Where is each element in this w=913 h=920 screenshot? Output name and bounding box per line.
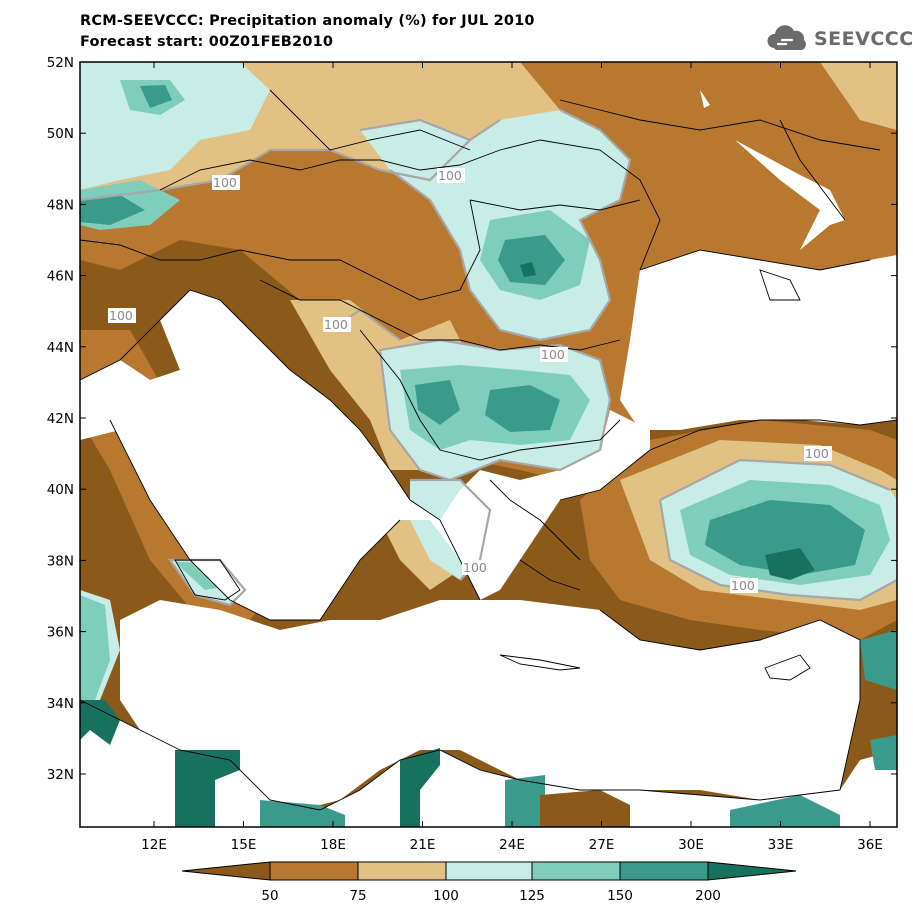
longitude-axis: 12E 15E 18E 21E 24E 27E 30E 33E 36E: [141, 62, 883, 853]
lat-label: 48N: [47, 197, 74, 213]
lat-label: 50N: [47, 126, 74, 142]
lon-label: 36E: [857, 837, 883, 853]
contour-label: 100: [805, 446, 829, 461]
lat-label: 52N: [47, 55, 74, 71]
logo-text: SEEVCCC: [814, 28, 913, 50]
seevccc-logo: SEEVCCC: [766, 23, 913, 55]
lon-label: 33E: [768, 837, 794, 853]
lon-label: 18E: [320, 837, 346, 853]
colorbar-segment: [707, 861, 797, 881]
forecast-start-label: Forecast start: 00Z01FEB2010: [80, 34, 334, 50]
contour-label: 100: [463, 560, 487, 575]
lat-label: 34N: [47, 696, 74, 712]
lon-label: 12E: [141, 837, 167, 853]
colorbar-segment: [619, 861, 709, 881]
colorbar-tick-label: 150: [607, 888, 633, 904]
latitude-axis: 52N 50N 48N 46N 44N 42N 40N 38N 36N 34N 32N: [47, 55, 897, 783]
contour-label: 100: [731, 578, 755, 593]
lat-label: 32N: [47, 767, 74, 783]
colorbar-tick-label: 200: [695, 888, 721, 904]
contour-label: 100: [541, 347, 565, 362]
colorbar-tick-label: 75: [349, 888, 366, 904]
map-title: RCM-SEEVCCC: Precipitation anomaly (%) f…: [80, 13, 535, 29]
lon-label: 24E: [499, 837, 525, 853]
colorbar-segment: [181, 861, 271, 881]
colorbar-tick-label: 50: [261, 888, 278, 904]
contour-label: 100: [438, 168, 462, 183]
lat-label: 36N: [47, 625, 74, 641]
lon-label: 27E: [589, 837, 615, 853]
colorbar-segment: [531, 861, 621, 881]
lon-label: 15E: [231, 837, 257, 853]
colorbar-tick-label: 125: [519, 888, 545, 904]
map-area: 100 100 100 100 100 100 100 100: [80, 62, 897, 827]
colorbar-segment: [445, 861, 533, 881]
contour-label: 100: [109, 308, 133, 323]
contour-label: 100: [213, 175, 237, 190]
colorbar-tick-label: 100: [433, 888, 459, 904]
contour-label: 100: [324, 317, 348, 332]
cloud-icon: [767, 25, 806, 50]
lon-label: 30E: [678, 837, 704, 853]
colorbar: 50 75 100 125 150 200: [181, 861, 797, 904]
map-frame: [79, 61, 898, 828]
lat-label: 44N: [47, 340, 74, 356]
lat-label: 46N: [47, 269, 74, 285]
lat-label: 40N: [47, 482, 74, 498]
lon-label: 21E: [410, 837, 436, 853]
colorbar-segment: [357, 861, 447, 881]
colorbar-segment: [269, 861, 359, 881]
lat-label: 38N: [47, 553, 74, 569]
lat-label: 42N: [47, 411, 74, 427]
